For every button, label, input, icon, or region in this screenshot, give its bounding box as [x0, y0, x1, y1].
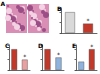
svg-text:*: * — [57, 51, 60, 58]
svg-text:*: * — [23, 53, 26, 60]
svg-text:B: B — [57, 5, 62, 12]
svg-text:C: C — [5, 42, 10, 49]
svg-text:*: * — [90, 43, 93, 50]
svg-text:D: D — [38, 42, 43, 49]
svg-text:E: E — [72, 42, 76, 49]
svg-text:*: * — [87, 17, 90, 24]
svg-text:A: A — [1, 0, 6, 7]
